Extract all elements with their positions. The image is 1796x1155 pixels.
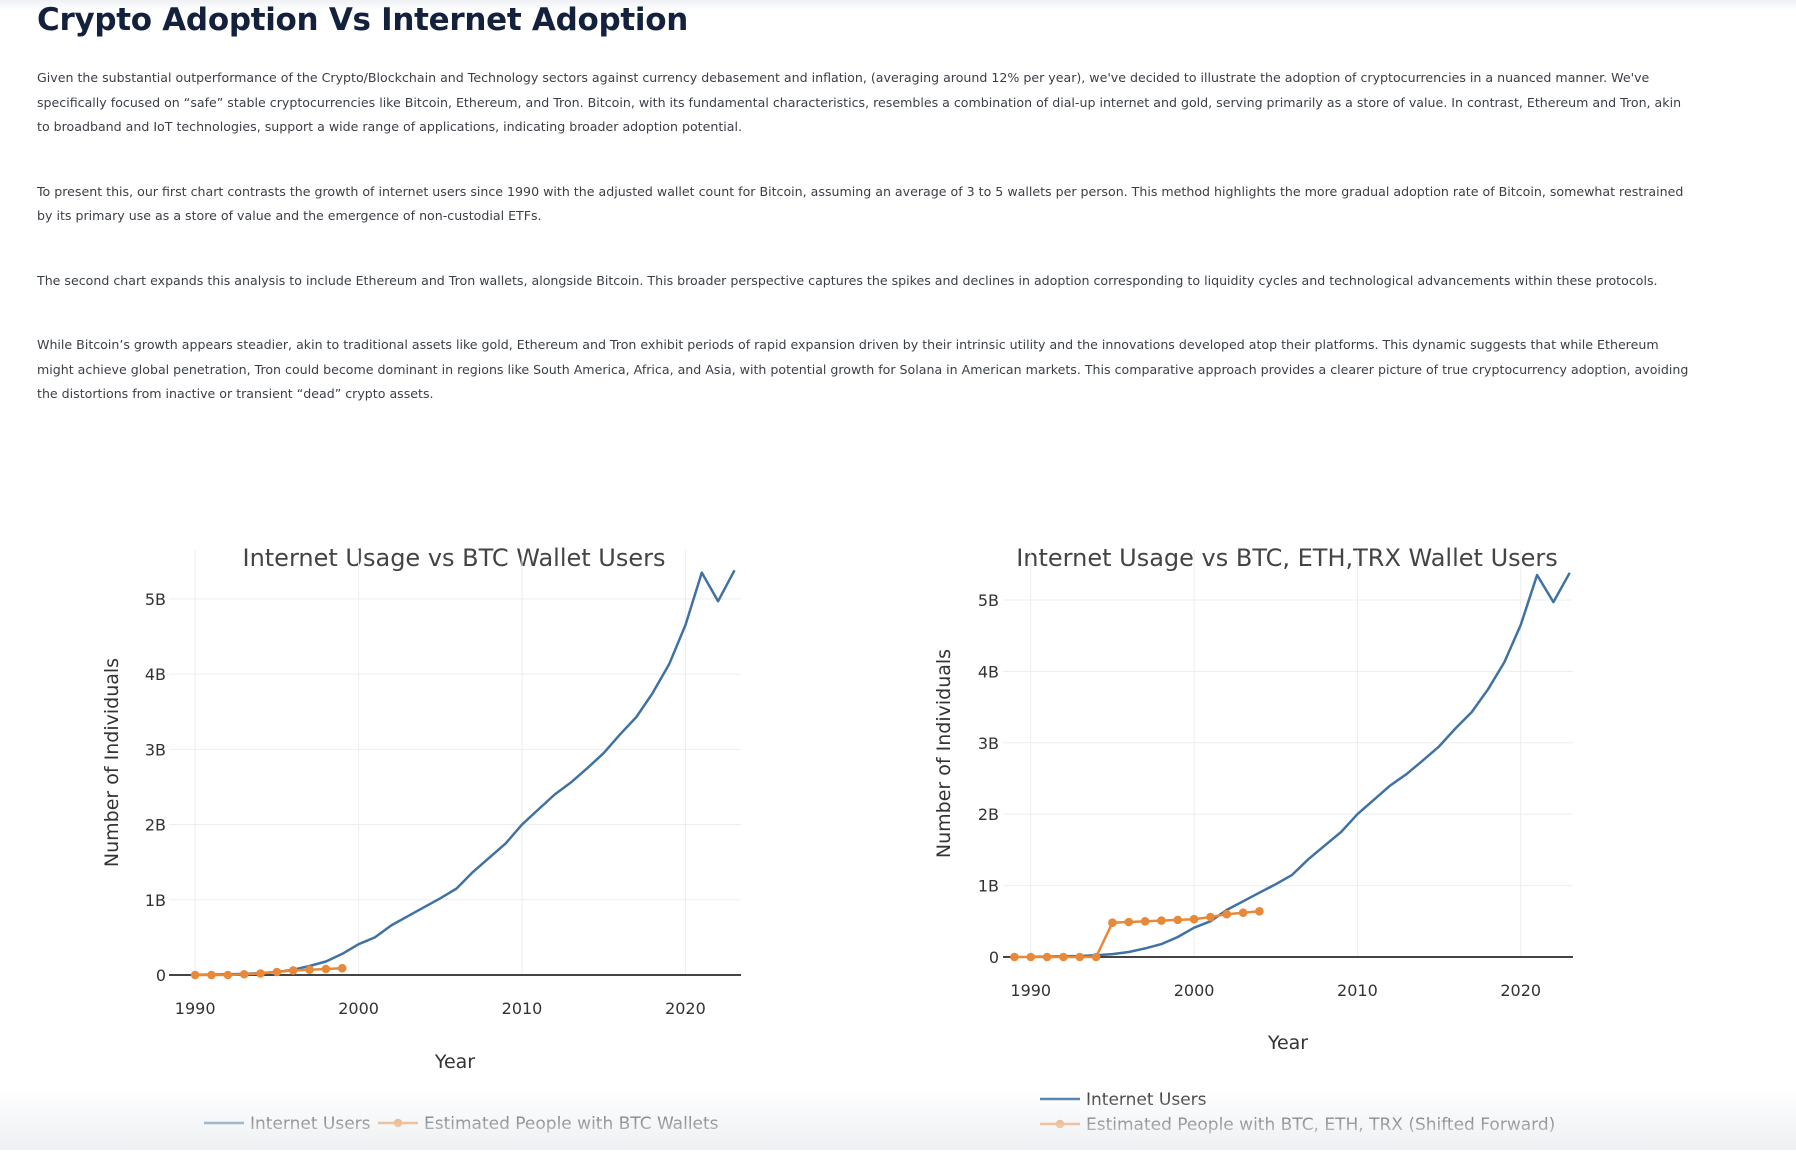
legend-label: Estimated People with BTC, ETH, TRX (Shi… [1086,1115,1555,1135]
wallet-users-point [1042,952,1052,962]
wallet-users-point [337,963,347,973]
wallet-users-point [1222,909,1232,919]
legend-label: Internet Users [1086,1090,1207,1110]
wallet-users-point [1026,952,1036,962]
y-tick-label: 4B [145,665,166,684]
wallet-users-point [288,966,298,975]
y-tick-label: 5B [145,590,166,609]
y-tick-label: 1B [978,877,999,896]
x-tick-label: 2020 [665,999,706,1018]
x-tick-label: 2020 [1500,981,1541,1000]
y-tick-label: 2B [978,805,999,824]
y-tick-label: 2B [145,816,166,835]
y-tick-label: 3B [978,734,999,753]
x-tick-label: 2010 [1337,981,1378,1000]
wallet-users-line [195,966,343,977]
wallet-users-point [1238,908,1248,918]
wallet-users-point [1206,912,1215,922]
wallet-users-point [1140,916,1150,926]
internet-users-line [1030,572,1571,959]
wallet-users-point [207,970,216,980]
y-tick-label: 4B [978,662,999,681]
chart-internet-vs-btc: Internet Usage vs BTC Wallet Users 1990 20… [0,520,880,1150]
wallet-users-point [1173,915,1183,925]
chart-internet-vs-crypto: Internet Usage vs BTC, ETH,TRX Wallet Us… [836,520,1716,1150]
intro-paragraph: While Bitcoin’s growth appears steadier,… [37,337,1689,401]
top-shade [0,0,1796,10]
x-axis-title: Year [434,1051,475,1073]
intro-paragraph: To present this, our first chart contras… [37,183,1684,224]
x-tick-label: 1990 [1010,981,1051,1000]
chart-title: Internet Usage vs BTC Wallet Users [242,544,665,572]
y-tick-label: 0 [989,948,999,967]
wallet-users-point [1124,917,1134,927]
wallet-users-point [1010,952,1019,962]
page-title: Crypto Adoption Vs Internet Adoption [37,2,688,38]
wallet-users-point [1189,914,1199,924]
legend-swatch-marker [1055,1119,1065,1129]
wallet-users-point [1108,918,1117,928]
wallet-users-point [1157,916,1166,925]
wallet-users-point [1059,952,1068,962]
wallet-users-point [1091,952,1101,962]
chart-title: Internet Usage vs BTC, ETH,TRX Wallet Us… [1016,544,1558,572]
y-tick-label: 1B [145,891,166,910]
wallet-users-point [256,969,265,978]
wallet-users-line [1014,910,1260,959]
intro-paragraph: The second chart expands this analysis t… [37,272,1658,288]
chart-internet-vs-crypto-svg: Internet Usage vs BTC, ETH,TRX Wallet Us… [933,544,1573,1135]
x-tick-label: 1990 [175,999,216,1018]
wallet-users-point [1075,952,1085,962]
x-axis-title: Year [1267,1032,1308,1054]
legend-label: Internet Users [250,1114,371,1134]
y-axis-title: Number of Individuals [101,658,123,867]
wallet-users-point [223,970,233,980]
y-axis-title: Number of Individuals [933,649,955,858]
intro-paragraph: Given the substantial outperformance of … [37,70,1682,134]
wallet-users-point [272,967,282,977]
wallet-users-point [190,970,200,980]
wallet-users-point [305,965,314,975]
internet-users-line [195,569,736,977]
legend-label: Estimated People with BTC Wallets [424,1114,719,1134]
legend-swatch-marker [393,1118,403,1128]
wallet-users-point [1255,907,1264,916]
x-tick-label: 2000 [1174,981,1215,1000]
wallet-users-point [239,969,249,979]
intro-text: Given the substantial outperformance of … [37,66,1697,447]
y-tick-label: 0 [156,966,166,985]
chart-internet-vs-btc-svg: Internet Usage vs BTC Wallet Users 1990 20… [101,544,741,1134]
y-tick-label: 5B [978,591,999,610]
x-tick-label: 2010 [502,999,543,1018]
x-tick-label: 2000 [338,999,379,1018]
wallet-users-point [321,964,331,974]
y-tick-label: 3B [145,740,166,759]
